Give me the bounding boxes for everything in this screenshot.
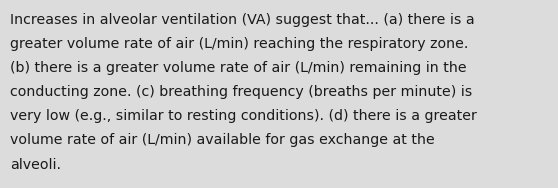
Text: very low (e.g., similar to resting conditions). (d) there is a greater: very low (e.g., similar to resting condi… — [10, 109, 477, 123]
Text: alveoli.: alveoli. — [10, 158, 61, 171]
Text: greater volume rate of air (L/min) reaching the respiratory zone.: greater volume rate of air (L/min) reach… — [10, 37, 468, 51]
Text: (b) there is a greater volume rate of air (L/min) remaining in the: (b) there is a greater volume rate of ai… — [10, 61, 466, 75]
Text: Increases in alveolar ventilation (VA) suggest that... (a) there is a: Increases in alveolar ventilation (VA) s… — [10, 13, 475, 27]
Text: conducting zone. (c) breathing frequency (breaths per minute) is: conducting zone. (c) breathing frequency… — [10, 85, 472, 99]
Text: volume rate of air (L/min) available for gas exchange at the: volume rate of air (L/min) available for… — [10, 133, 435, 147]
